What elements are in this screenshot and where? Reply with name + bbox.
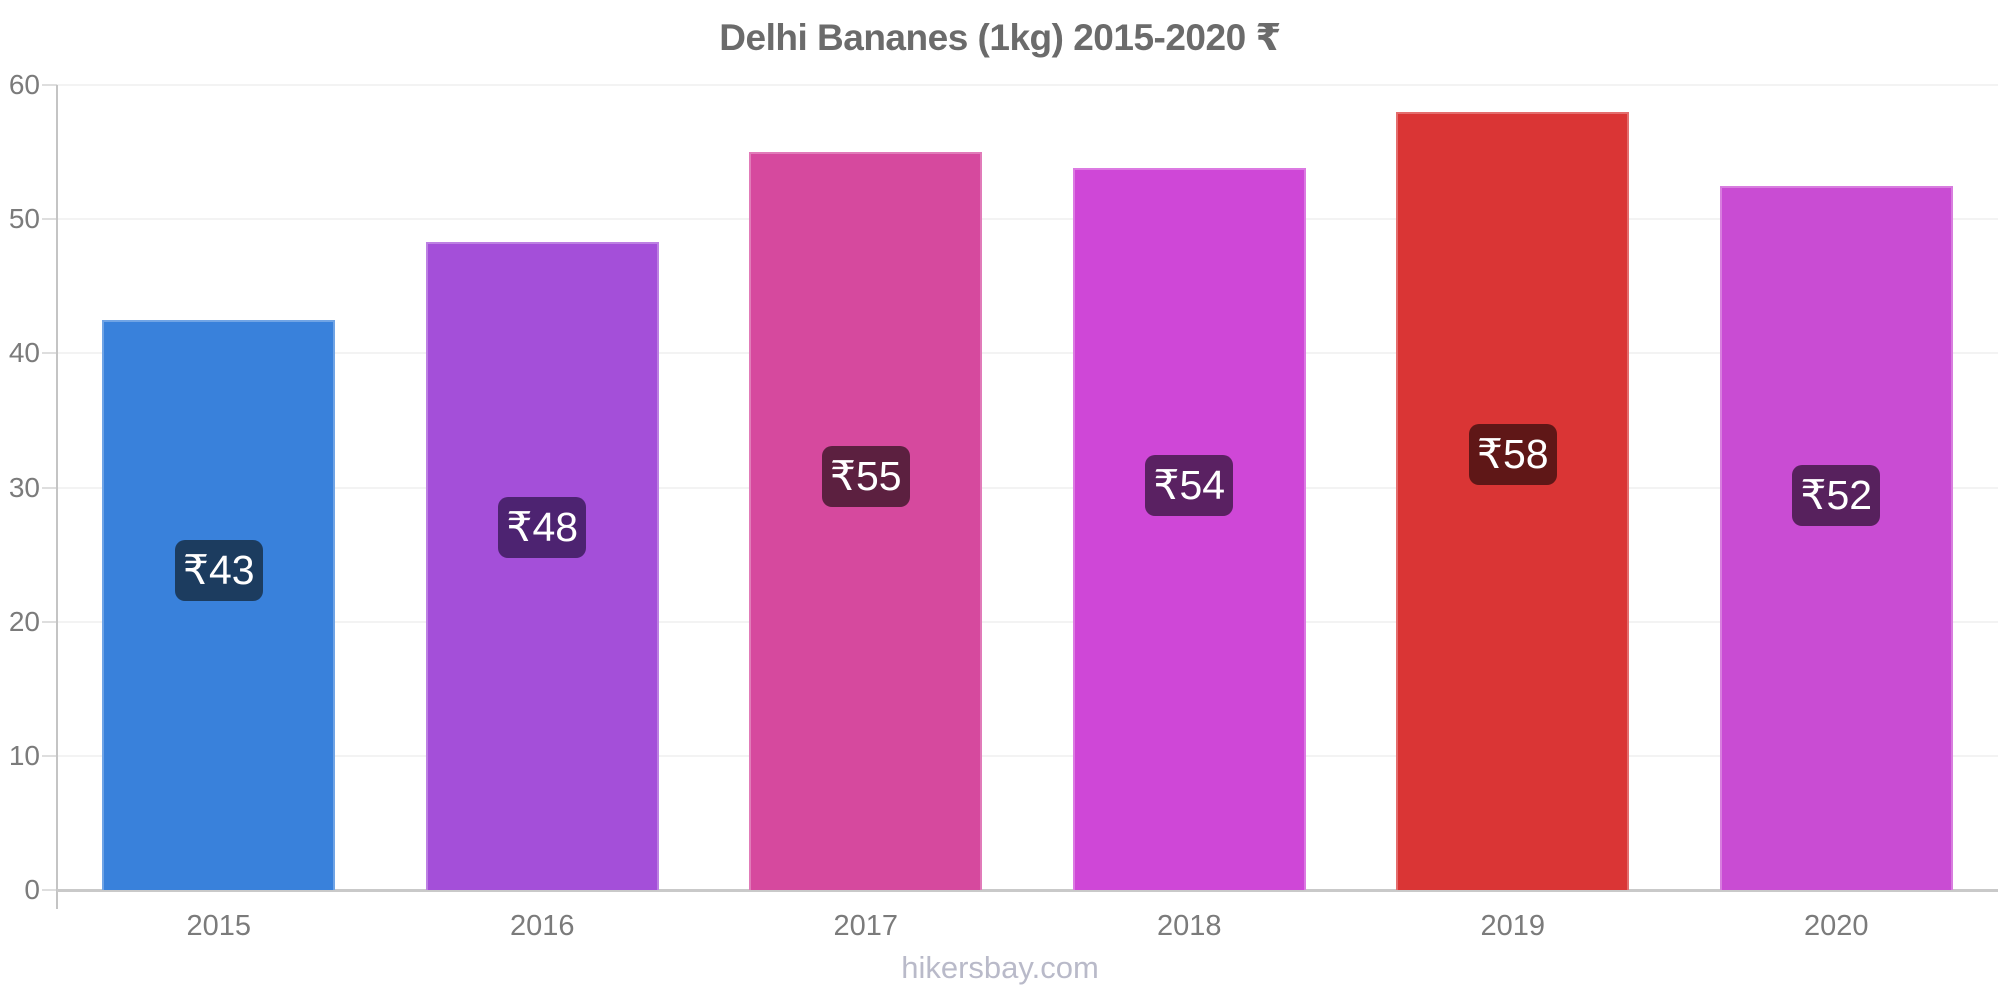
y-axis-label: 60	[8, 69, 40, 100]
bar-2016[interactable]: ₹48	[425, 241, 659, 890]
y-axis-tick	[42, 352, 57, 355]
y-axis-tick	[42, 218, 57, 221]
bar-2020[interactable]: ₹52	[1719, 185, 1953, 890]
y-axis-tick	[42, 889, 57, 891]
value-badge-2016: ₹48	[498, 496, 587, 558]
bar-2019[interactable]: ₹58	[1396, 111, 1630, 890]
value-badge-2017: ₹55	[821, 446, 910, 508]
y-axis-label: 50	[8, 203, 40, 235]
gridline	[57, 84, 1998, 86]
gridline	[57, 620, 1998, 623]
y-axis-label: 0	[24, 874, 40, 905]
value-badge-2020: ₹52	[1792, 465, 1881, 527]
gridline	[57, 352, 1998, 355]
gridline	[57, 754, 1998, 757]
y-axis-tick	[42, 486, 57, 489]
y-axis-label: 40	[8, 337, 40, 369]
x-axis-label-2020: 2020	[1803, 910, 1869, 942]
watermark-text: hikersbay.com	[901, 950, 1099, 985]
gridline	[57, 486, 1998, 489]
x-axis-label-2019: 2019	[1480, 910, 1545, 942]
y-axis-label: 10	[8, 739, 40, 771]
value-badge-2019: ₹58	[1468, 423, 1557, 485]
x-axis-label-2015: 2015	[186, 910, 251, 942]
bar-2015[interactable]: ₹43	[102, 319, 336, 890]
y-axis-tick	[42, 620, 57, 623]
value-badge-2018: ₹54	[1145, 455, 1234, 517]
y-axis-line	[56, 85, 58, 909]
y-axis-label: 20	[8, 605, 40, 637]
x-axis-line	[57, 889, 1998, 892]
x-axis-label-2018: 2018	[1156, 910, 1222, 942]
y-axis-tick	[42, 754, 57, 757]
value-badge-2015: ₹43	[174, 540, 263, 602]
y-axis-label: 30	[8, 471, 40, 503]
x-axis-label-2016: 2016	[509, 910, 575, 942]
x-axis-label-2017: 2017	[833, 910, 898, 942]
chart-title: Delhi Bananes (1kg) 2015-2020 ₹	[719, 17, 1281, 58]
y-axis-tick	[42, 84, 57, 86]
bar-2018[interactable]: ₹54	[1072, 168, 1306, 890]
gridline	[57, 218, 1998, 221]
bar-2017[interactable]: ₹55	[749, 152, 983, 890]
